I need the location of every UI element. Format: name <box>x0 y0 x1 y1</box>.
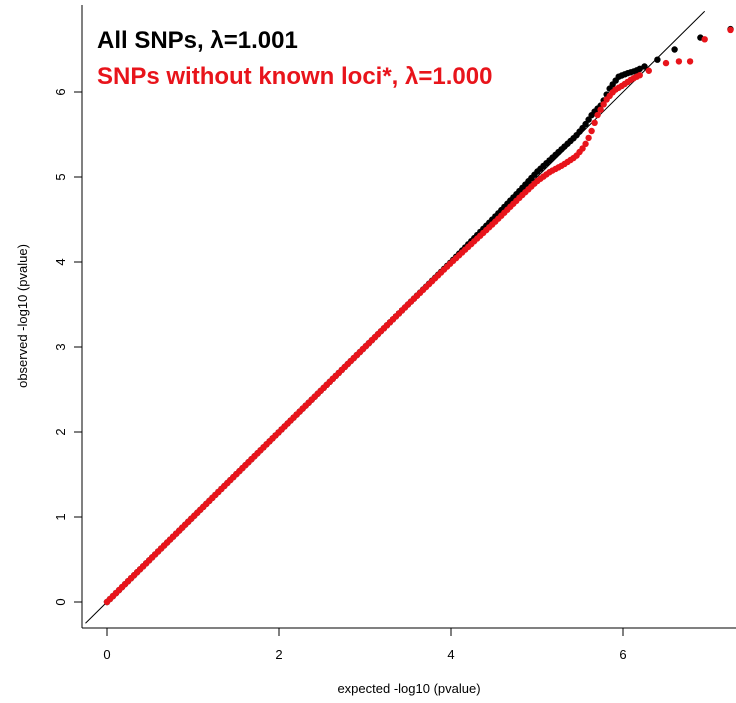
point-snps-without-known-loci <box>591 119 598 127</box>
point-snps-without-known-loci <box>600 101 607 108</box>
plot-frame <box>81 5 736 629</box>
y-tick-label: 2 <box>53 428 68 435</box>
y-tick-label: 3 <box>53 343 68 350</box>
x-tick-label: 6 <box>619 647 626 662</box>
point-snps-without-known-loci <box>585 134 592 142</box>
data-points <box>103 25 734 606</box>
point-snps-without-known-loci <box>588 127 595 135</box>
y-tick-label: 4 <box>53 258 68 265</box>
point-snps-without-known-loci <box>582 140 589 148</box>
axis-ticks: 0 2 4 6 0 1 2 3 4 5 6 <box>53 88 627 662</box>
point-snps-without-known-loci <box>594 111 601 119</box>
legend-all-snps: All SNPs, λ=1.001 <box>97 27 298 54</box>
point-all-snps <box>671 46 678 53</box>
x-tick-label: 4 <box>447 647 454 662</box>
y-tick-label: 1 <box>53 513 68 520</box>
point-all-snps <box>654 56 661 63</box>
point-snps-without-known-loci <box>597 106 604 113</box>
y-axis-label: observed -log10 (pvalue) <box>15 244 30 388</box>
point-snps-without-known-loci <box>675 58 683 65</box>
point-snps-without-known-loci <box>579 145 586 152</box>
y-tick-label: 6 <box>53 88 68 95</box>
point-snps-without-known-loci <box>636 72 643 79</box>
x-tick-label: 0 <box>103 647 110 662</box>
point-snps-without-known-loci <box>727 26 734 34</box>
point-snps-without-known-loci <box>701 36 708 43</box>
point-all-snps <box>636 65 643 73</box>
y-tick-label: 5 <box>53 173 68 180</box>
legend-snps-without-known-loci: SNPs without known loci*, λ=1.000 <box>97 63 492 90</box>
point-snps-without-known-loci <box>662 59 670 67</box>
x-axis-label: expected -log10 (pvalue) <box>337 681 480 696</box>
y-tick-label: 0 <box>53 598 68 605</box>
x-tick-label: 2 <box>275 647 282 662</box>
point-snps-without-known-loci <box>645 67 652 74</box>
point-all-snps <box>641 63 648 70</box>
point-snps-without-known-loci <box>686 58 694 65</box>
